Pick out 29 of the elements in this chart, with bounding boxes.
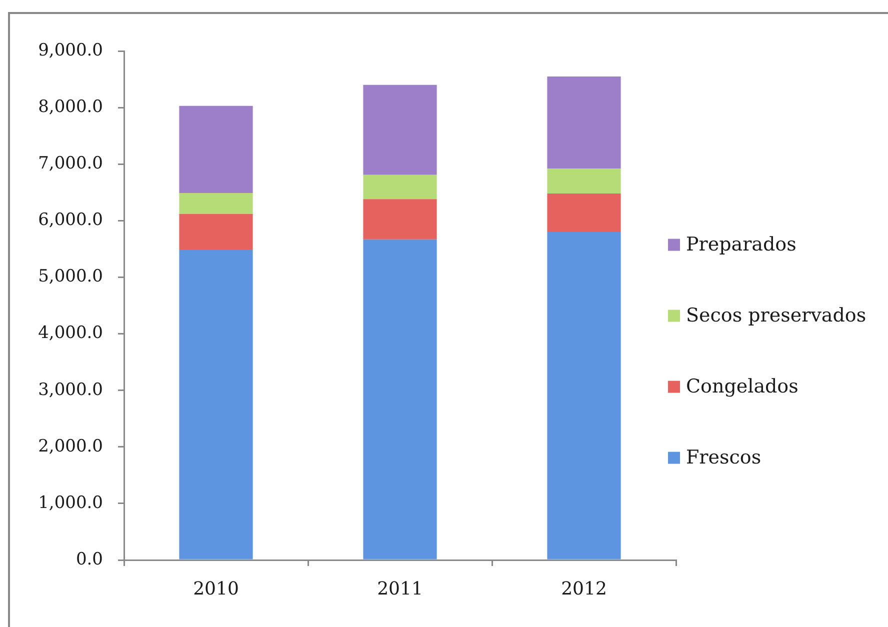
legend-label: Congelados <box>686 376 798 398</box>
bar <box>363 239 437 560</box>
bar <box>179 192 253 214</box>
y-tick-label: 2,000.0 <box>38 436 103 456</box>
y-tick-label: 8,000.0 <box>38 96 103 117</box>
y-tick-label: 7,000.0 <box>38 154 103 174</box>
y-tick-label: 4,000.0 <box>38 323 103 344</box>
bar <box>547 232 621 560</box>
y-tick-label: 9,000.0 <box>38 40 103 60</box>
y-tick-label: 5,000.0 <box>38 266 103 287</box>
bar <box>547 168 621 194</box>
x-tick-label: 2012 <box>561 578 607 600</box>
bar <box>547 76 621 169</box>
bar <box>179 214 253 250</box>
legend-label: Frescos <box>686 446 762 469</box>
x-tick-label: 2011 <box>377 578 423 600</box>
y-tick-label: 1,000.0 <box>38 492 103 513</box>
y-tick-label: 3,000.0 <box>38 380 103 400</box>
bar <box>179 106 253 193</box>
bar <box>547 194 621 232</box>
y-tick-label: 0.0 <box>76 549 103 570</box>
bar <box>363 84 437 175</box>
y-tick-label: 6,000.0 <box>38 210 103 230</box>
bar <box>179 250 253 560</box>
legend-label: Secos preservados <box>686 304 866 327</box>
legend-label: Preparados <box>686 234 796 256</box>
bar <box>363 199 437 240</box>
bar <box>363 174 437 200</box>
x-tick-label: 2010 <box>193 578 239 600</box>
